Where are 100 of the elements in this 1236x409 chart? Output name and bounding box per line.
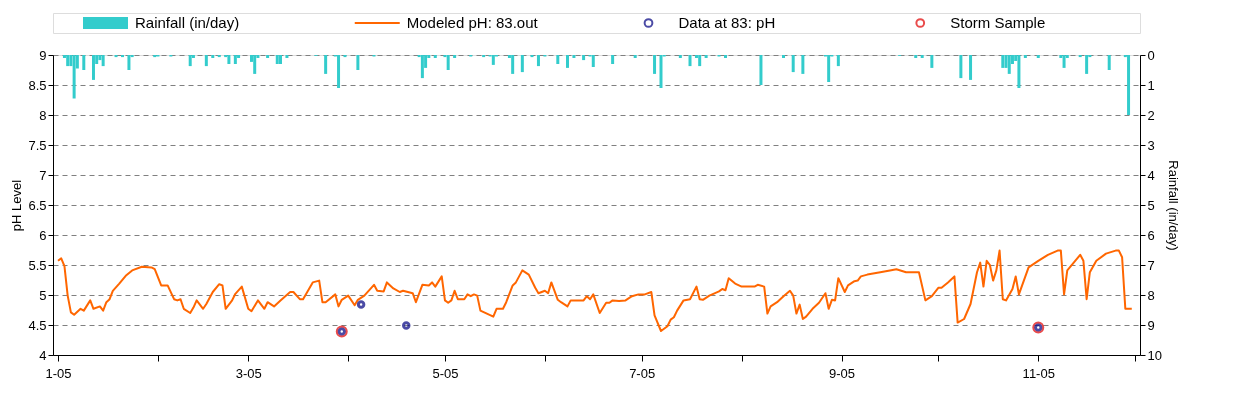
bar — [659, 55, 663, 88]
bar — [688, 55, 692, 67]
bar — [511, 55, 515, 74]
y-tick-label: 9 — [39, 47, 47, 63]
y2-tick-label: 7 — [1147, 257, 1155, 273]
bar — [1062, 55, 1066, 68]
bar — [836, 55, 840, 67]
bar — [1085, 55, 1089, 74]
bar — [653, 55, 657, 74]
bar — [227, 55, 231, 64]
bar — [233, 55, 237, 64]
bar — [278, 55, 282, 64]
bar — [337, 55, 341, 88]
bar — [582, 55, 586, 61]
point — [356, 300, 366, 309]
bar — [782, 55, 786, 58]
bar — [565, 55, 569, 68]
bar — [491, 55, 495, 65]
y2-tick-label: 3 — [1147, 137, 1155, 153]
bar — [1017, 55, 1021, 88]
bar — [453, 55, 457, 58]
legend-label: Data at 83: pH — [678, 14, 776, 31]
line-series — [57, 249, 1133, 332]
bar — [204, 55, 208, 67]
bar — [1036, 55, 1040, 58]
bar — [611, 55, 615, 64]
bar — [530, 55, 534, 58]
bar — [959, 55, 963, 79]
bar — [72, 55, 76, 99]
bar — [1023, 55, 1027, 58]
bar — [827, 55, 831, 82]
bar — [572, 55, 576, 58]
bar — [66, 55, 70, 67]
bar — [356, 55, 360, 70]
y2-tick-label: 5 — [1147, 197, 1155, 213]
legend-label: Rainfall (in/day) — [135, 14, 240, 31]
y2-tick-label: 0 — [1147, 47, 1155, 63]
x-tick-label: 1-05 — [45, 365, 72, 381]
bar — [1001, 55, 1005, 68]
y-tick-label: 4 — [39, 347, 47, 363]
bar — [120, 55, 124, 58]
x-tick-label: 5-05 — [432, 365, 459, 381]
x-tick-label: 7-05 — [629, 365, 656, 381]
bar — [591, 55, 595, 67]
y-tick-label: 6.5 — [28, 197, 47, 213]
x-tick-label: 9-05 — [829, 365, 856, 381]
y2-tick-label: 6 — [1147, 227, 1155, 243]
y-tick-label: 8 — [39, 107, 47, 123]
bar — [420, 55, 424, 79]
y-tick-label: 6 — [39, 227, 47, 243]
bar — [698, 55, 702, 67]
bar — [633, 55, 637, 58]
bar — [127, 55, 131, 70]
y2-tick-label: 4 — [1147, 167, 1155, 183]
x-tick-label: 3-05 — [235, 365, 262, 381]
y2-tick-label: 1 — [1147, 77, 1155, 93]
bar — [482, 55, 486, 58]
y2-axis-title: Rainfall (in/day) — [1165, 160, 1181, 251]
bar — [914, 55, 918, 58]
bar — [1127, 55, 1131, 115]
y-tick-label: 5 — [39, 287, 47, 303]
y2-tick-label: 2 — [1147, 107, 1155, 123]
bar — [266, 55, 270, 58]
bar — [324, 55, 328, 74]
y-tick-label: 7 — [39, 167, 47, 183]
bar — [82, 55, 86, 70]
legend-label: Storm Sample — [950, 14, 1046, 31]
y-tick-label: 5.5 — [28, 257, 47, 273]
bar — [801, 55, 805, 74]
bar — [536, 55, 540, 67]
bar — [704, 55, 708, 58]
y-tick-label: 8.5 — [28, 77, 47, 93]
bar — [217, 55, 221, 58]
bar — [930, 55, 934, 68]
bar — [433, 55, 437, 58]
y2-tick-label: 10 — [1147, 347, 1162, 363]
bar — [275, 55, 279, 64]
legend-label: Modeled pH: 83.out — [406, 14, 539, 31]
bar — [520, 55, 524, 73]
point — [402, 321, 411, 330]
bar — [253, 55, 257, 74]
y-tick-label: 7.5 — [28, 137, 47, 153]
bar — [343, 55, 347, 58]
y-tick-label: 4.5 — [28, 317, 47, 333]
bar — [188, 55, 192, 67]
bar — [759, 55, 763, 85]
bar — [285, 55, 289, 58]
bar — [1078, 55, 1082, 58]
bar — [101, 55, 105, 67]
bar — [114, 55, 118, 58]
bar — [1007, 55, 1011, 74]
bar — [1107, 55, 1111, 70]
bar — [791, 55, 795, 73]
bar — [556, 55, 560, 64]
bar — [920, 55, 924, 58]
y2-tick-label: 8 — [1147, 287, 1155, 303]
bar — [969, 55, 973, 80]
y2-tick-label: 9 — [1147, 317, 1155, 333]
x-tick-label: 11-05 — [1022, 365, 1055, 381]
bar — [91, 55, 95, 80]
